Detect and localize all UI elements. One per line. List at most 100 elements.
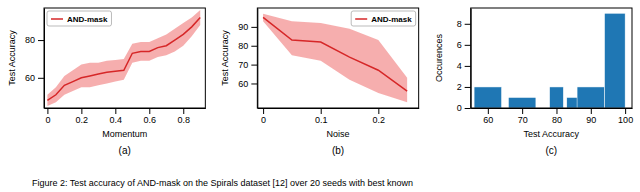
y-axis-title: Test Accuracy: [7, 30, 17, 86]
y-axis-title: Occurences: [434, 33, 444, 82]
y-tick-label: 6: [457, 40, 462, 50]
legend-item: AND-mask: [355, 15, 412, 24]
y-tick-label: 4: [457, 61, 462, 71]
bar: [508, 97, 535, 108]
x-axis-title: Noise: [326, 129, 349, 139]
x-tick-label: 60: [483, 115, 493, 125]
x-tick-label: 90: [586, 115, 596, 125]
x-tick-mark: [149, 108, 150, 114]
y-tick-mark: [38, 78, 44, 79]
x-tick-label: 0.6: [144, 115, 157, 125]
legend-swatch: [355, 18, 367, 20]
x-tick-mark: [263, 108, 264, 114]
subplot-label: (a): [119, 145, 131, 156]
x-tick-mark: [81, 108, 82, 114]
x-tick-label: 70: [518, 115, 528, 125]
x-tick: 0.6: [144, 108, 157, 125]
x-tick-mark: [378, 108, 379, 114]
y-tick-mark: [251, 46, 257, 47]
band: [47, 10, 200, 106]
y-tick: 60: [25, 73, 44, 83]
x-tick: 0.1: [315, 108, 328, 125]
x-tick: 0.2: [76, 108, 89, 125]
y-tick-mark: [251, 83, 257, 84]
x-tick-label: 0: [261, 115, 266, 125]
legend-box: [351, 11, 415, 26]
x-tick-mark: [591, 108, 592, 114]
x-tick: 80: [552, 108, 562, 125]
x-tick-label: 0: [45, 115, 50, 125]
y-tick-label: 70: [238, 60, 248, 70]
legend-box: [47, 11, 111, 26]
y-tick-label: 80: [238, 41, 248, 51]
y-tick: 6: [457, 40, 471, 50]
x-tick: 90: [586, 108, 596, 125]
plot-frame: [44, 8, 205, 108]
y-tick-label: 80: [25, 35, 35, 45]
figure: 00.20.40.60.86080MomentumTest Accuracy(a…: [0, 0, 640, 192]
y-tick: 60: [238, 79, 257, 89]
legend-label: AND-mask: [371, 15, 412, 24]
plot-frame: [471, 8, 632, 108]
x-tick-label: 0.2: [76, 115, 89, 125]
band: [263, 14, 407, 103]
y-tick-mark: [38, 40, 44, 41]
y-tick: 80: [25, 35, 44, 45]
x-tick-label: 0.8: [177, 115, 190, 125]
panel: 0 0.2 0.4 0.6 0.8 60 80 Momentum Test Accuracy (a…: [7, 8, 206, 156]
bar: [474, 87, 501, 108]
y-tick-mark: [465, 87, 471, 88]
y-tick: 4: [457, 61, 471, 71]
x-axis-line: [258, 108, 419, 109]
legend-swatch: [51, 18, 63, 20]
x-axis: 0 0.1 0.2: [258, 108, 419, 125]
y-axis-line: [257, 9, 258, 109]
x-tick-label: 0.4: [110, 115, 123, 125]
y-tick: 70: [238, 60, 257, 70]
x-tick-label: 0.2: [373, 115, 386, 125]
x-tick: 0.8: [177, 108, 190, 125]
legend-label: AND-mask: [67, 15, 108, 24]
y-tick-mark: [465, 24, 471, 25]
line: [47, 17, 200, 100]
y-tick: 2: [457, 82, 471, 92]
x-tick-mark: [488, 108, 489, 114]
x-tick: 60: [483, 108, 493, 125]
y-axis: 60 70 80 90: [238, 9, 258, 109]
y-tick: 8: [457, 19, 471, 29]
x-tick-mark: [183, 108, 184, 114]
bar: [577, 87, 604, 108]
x-tick-label: 80: [552, 115, 562, 125]
bar: [605, 13, 626, 108]
y-tick-mark: [465, 66, 471, 67]
plot-area: [47, 10, 200, 106]
x-tick-label: 100: [618, 115, 633, 125]
y-axis-line: [44, 9, 45, 109]
x-axis-line: [471, 108, 632, 109]
x-tick: 100: [618, 108, 633, 125]
y-tick-mark: [465, 108, 471, 109]
x-tick-mark: [556, 108, 557, 114]
x-tick: 0: [261, 108, 266, 125]
x-axis-title: Test Accuracy: [524, 129, 580, 139]
y-tick-label: 90: [238, 22, 248, 32]
legend: AND-mask: [351, 11, 415, 26]
x-axis-title: Momentum: [102, 129, 147, 139]
legend-item: AND-mask: [51, 15, 108, 24]
plot-area: [474, 13, 625, 108]
x-tick: 0.2: [373, 108, 386, 125]
y-tick-label: 8: [457, 19, 462, 29]
y-tick-label: 2: [457, 82, 462, 92]
x-tick-mark: [522, 108, 523, 114]
y-tick-label: 60: [238, 79, 248, 89]
panel: 6070809010002468Test AccuracyOccurences(…: [434, 8, 633, 156]
caption: Figure 2: Test accuracy of AND-mask on t…: [32, 178, 413, 188]
y-axis: 02468: [457, 9, 472, 114]
y-tick-label: 60: [25, 73, 35, 83]
y-tick: 80: [238, 41, 257, 51]
y-axis-line: [471, 9, 472, 109]
x-axis: 60 70 80 90 100: [471, 108, 633, 125]
plot-area: [263, 14, 407, 103]
x-tick: 0.4: [110, 108, 123, 125]
x-axis-line: [45, 108, 206, 109]
